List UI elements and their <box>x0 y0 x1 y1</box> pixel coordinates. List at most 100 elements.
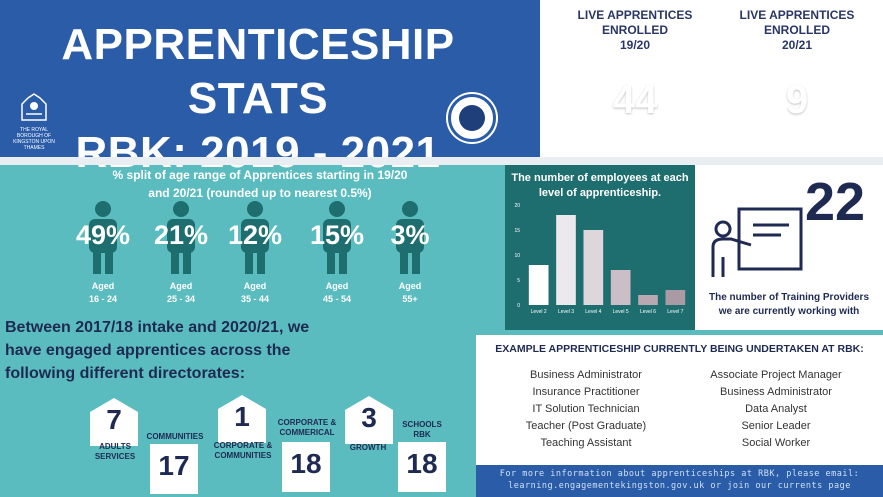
star-value: 9 <box>785 78 809 122</box>
y-tick-label: 10 <box>514 253 520 259</box>
x-tick-label: Level 7 <box>667 309 683 315</box>
bar-level-5 <box>610 270 631 305</box>
bar-level-7 <box>665 290 686 305</box>
directorate-label: SCHOOLS RBK <box>402 420 442 439</box>
directorate-corporate-commercial: 18 <box>282 442 330 492</box>
y-tick-label: 20 <box>514 203 520 209</box>
title-line-1: APPRENTICESHIP STATS <box>61 20 455 123</box>
training-providers-panel: 22 The number of Training Providers we a… <box>695 165 883 330</box>
person-icon <box>89 201 117 274</box>
examples-title: EXAMPLE APPRENTICESHIP CURRENTLY BEING U… <box>495 343 864 355</box>
bar-level-6 <box>638 295 658 305</box>
star-label: LIVE APPRENTICES ENROLLED 19/20 <box>577 8 693 52</box>
example-item: Teaching Assistant <box>540 437 632 449</box>
seal-icon <box>459 105 485 131</box>
teacher-icon <box>711 207 803 277</box>
x-tick-label: Level 2 <box>531 309 547 315</box>
age-percent: 3% <box>390 220 430 250</box>
title-banner: APPRENTICESHIP STATS RBK: 2019 - 2021 TH… <box>0 0 540 177</box>
kingston-logo: THE ROYAL BOROUGH OF KINGSTON UPON THAME… <box>12 92 56 151</box>
house-icon <box>90 398 138 446</box>
house-icon <box>150 444 198 494</box>
example-item: Business Administrator <box>530 369 642 381</box>
example-item: Insurance Practitioner <box>532 386 640 398</box>
directorate-corporate-communities: 1 <box>218 395 266 443</box>
house-icon <box>398 442 446 492</box>
y-tick-label: 5 <box>517 278 520 284</box>
footer-line: For more information about apprenticeshi… <box>499 469 860 479</box>
x-tick-label: Level 5 <box>613 309 629 315</box>
bar-level-2 <box>528 265 549 305</box>
contact-footer: For more information about apprenticeshi… <box>476 465 883 497</box>
directorate-growth: 3 <box>345 396 393 444</box>
age-split-title: % split of age range of Apprentices star… <box>112 168 408 200</box>
directorate-label: ADULTS SERVICES <box>94 442 136 461</box>
x-tick-label: Level 6 <box>640 309 656 315</box>
bar-chart: 0 5 10 15 20 Level 2 Level 3 Level 4 Level 5 Leve… <box>514 203 686 315</box>
crest-icon <box>21 93 47 121</box>
bar-level-3 <box>556 215 576 305</box>
age-label: Aged 35 - 44 <box>240 281 270 304</box>
star-2021: LIVE APPRENTICES ENROLLED 20/21 9 <box>722 8 872 155</box>
x-tick-label: Level 4 <box>585 309 601 315</box>
page-title: APPRENTICESHIP STATS RBK: 2019 - 2021 <box>18 18 498 180</box>
example-apprenticeships-panel: EXAMPLE APPRENTICESHIP CURRENTLY BEING U… <box>476 335 883 465</box>
age-label: Aged 16 - 24 <box>88 281 118 304</box>
star-value: 44 <box>612 78 658 122</box>
example-item: IT Solution Technician <box>532 403 640 415</box>
example-item: Associate Project Manager <box>710 369 842 381</box>
age-percent: 21% <box>153 220 209 250</box>
bar-level-4 <box>583 230 604 305</box>
directorate-value: 7 <box>106 404 122 435</box>
providers-text: The number of Training Providers we are … <box>708 292 870 317</box>
house-icon <box>345 396 393 444</box>
title-line-2: RBK: 2019 - 2021 <box>75 128 441 177</box>
footer-email-link[interactable]: learning.engagementekingston.gov.uk or j… <box>508 481 851 491</box>
providers-count: 22 <box>805 172 866 232</box>
directorates-intro: Between 2017/18 intake and 2020/21, we h… <box>5 319 310 382</box>
directorate-value: 18 <box>406 448 438 479</box>
age-label: Aged 25 - 34 <box>166 281 196 304</box>
age-percent: 15% <box>309 220 365 250</box>
house-icon <box>282 442 330 492</box>
y-tick-label: 15 <box>514 228 520 234</box>
directorate-value: 18 <box>290 448 322 479</box>
divider <box>0 157 883 165</box>
apprenticeship-seal <box>448 94 496 142</box>
directorate-label: CORPORATE & COMMUNITIES <box>213 441 273 460</box>
person-icon <box>241 201 269 274</box>
directorate-value: 3 <box>361 402 377 433</box>
example-item: Social Worker <box>741 437 811 449</box>
directorate-communities: 17 <box>150 444 198 494</box>
directorate-label: GROWTH <box>349 443 387 452</box>
star-label: LIVE APPRENTICES ENROLLED 20/21 <box>739 8 855 52</box>
example-item: Teacher (Post Graduate) <box>525 420 647 432</box>
logo-text: THE ROYAL BOROUGH OF KINGSTON UPON THAME… <box>13 127 55 151</box>
house-icon <box>218 395 266 443</box>
directorate-value: 1 <box>234 401 250 432</box>
x-tick-label: Level 3 <box>558 309 574 315</box>
example-item: Business Administrator <box>720 386 832 398</box>
age-label: Aged 45 - 54 <box>322 281 352 304</box>
y-tick-label: 0 <box>517 303 520 309</box>
example-item: Senior Leader <box>741 420 811 432</box>
examples-right-column: Associate Project Manager Business Admin… <box>676 367 876 452</box>
age-percent: 12% <box>227 220 283 250</box>
age-percent: 49% <box>75 220 131 250</box>
directorate-value: 17 <box>158 450 190 481</box>
directorate-label: COMMUNITIES <box>146 432 204 441</box>
directorate-label: CORPORATE & COMMERICAL <box>277 418 337 437</box>
age-label: Aged 55+ <box>398 281 422 304</box>
person-icon <box>396 201 424 274</box>
directorate-schools: 18 <box>398 442 446 492</box>
example-item: Data Analyst <box>745 403 807 415</box>
levels-chart-panel: The number of employees at each level of… <box>505 165 695 330</box>
directorate-adults: 7 <box>90 398 138 446</box>
star-1920: LIVE APPRENTICES ENROLLED 19/20 44 <box>560 8 710 155</box>
chart-title: The number of employees at each level of… <box>511 172 689 199</box>
examples-left-column: Business Administrator Insurance Practit… <box>486 367 686 452</box>
person-icon <box>323 201 351 274</box>
live-apprentices-panel: LIVE APPRENTICES ENROLLED 19/20 44 LIVE … <box>540 0 883 157</box>
person-icon <box>167 201 195 274</box>
